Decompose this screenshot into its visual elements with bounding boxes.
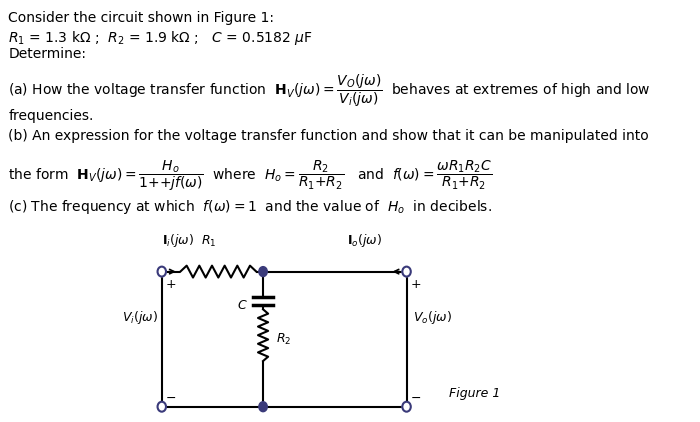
Text: $R_2$: $R_2$ (276, 332, 291, 347)
Circle shape (259, 267, 267, 276)
Circle shape (158, 267, 166, 276)
Text: the form  $\mathbf{H}_V(j\omega) = \dfrac{H_o}{1{+}{+}jf(\omega)}$  where  $H_o : the form $\mathbf{H}_V(j\omega) = \dfrac… (8, 158, 492, 193)
Text: $C$: $C$ (237, 299, 248, 312)
Text: −: − (411, 392, 421, 405)
Circle shape (158, 402, 166, 412)
Text: Figure 1: Figure 1 (449, 387, 500, 400)
Text: $R_1$ = 1.3 k$\Omega$ ;  $R_2$ = 1.9 k$\Omega$ ;   $C$ = 0.5182 $\mu$F: $R_1$ = 1.3 k$\Omega$ ; $R_2$ = 1.9 k$\O… (8, 29, 313, 47)
Text: $V_o(j\omega)$: $V_o(j\omega)$ (413, 309, 452, 326)
Text: −: − (166, 392, 176, 405)
Text: $\mathbf{I}_i(j\omega)$  $R_1$: $\mathbf{I}_i(j\omega)$ $R_1$ (162, 232, 216, 249)
Circle shape (402, 402, 411, 412)
Text: frequencies.: frequencies. (8, 109, 94, 123)
Text: (a) How the voltage transfer function  $\mathbf{H}_V(j\omega) = \dfrac{V_O(j\ome: (a) How the voltage transfer function $\… (8, 73, 651, 109)
Text: (c) The frequency at which  $f(\omega) = 1$  and the value of  $H_o$  in decibel: (c) The frequency at which $f(\omega) = … (8, 198, 492, 216)
Circle shape (259, 402, 267, 412)
Text: (b) An expression for the voltage transfer function and show that it can be mani: (b) An expression for the voltage transf… (8, 129, 649, 143)
Text: Consider the circuit shown in Figure 1:: Consider the circuit shown in Figure 1: (8, 11, 274, 25)
Circle shape (402, 267, 411, 276)
Text: +: + (166, 278, 176, 291)
Text: $V_i(j\omega)$: $V_i(j\omega)$ (122, 309, 158, 326)
Text: Determine:: Determine: (8, 47, 86, 61)
Text: $\mathbf{I}_o(j\omega)$: $\mathbf{I}_o(j\omega)$ (347, 232, 383, 249)
Text: +: + (411, 278, 421, 291)
